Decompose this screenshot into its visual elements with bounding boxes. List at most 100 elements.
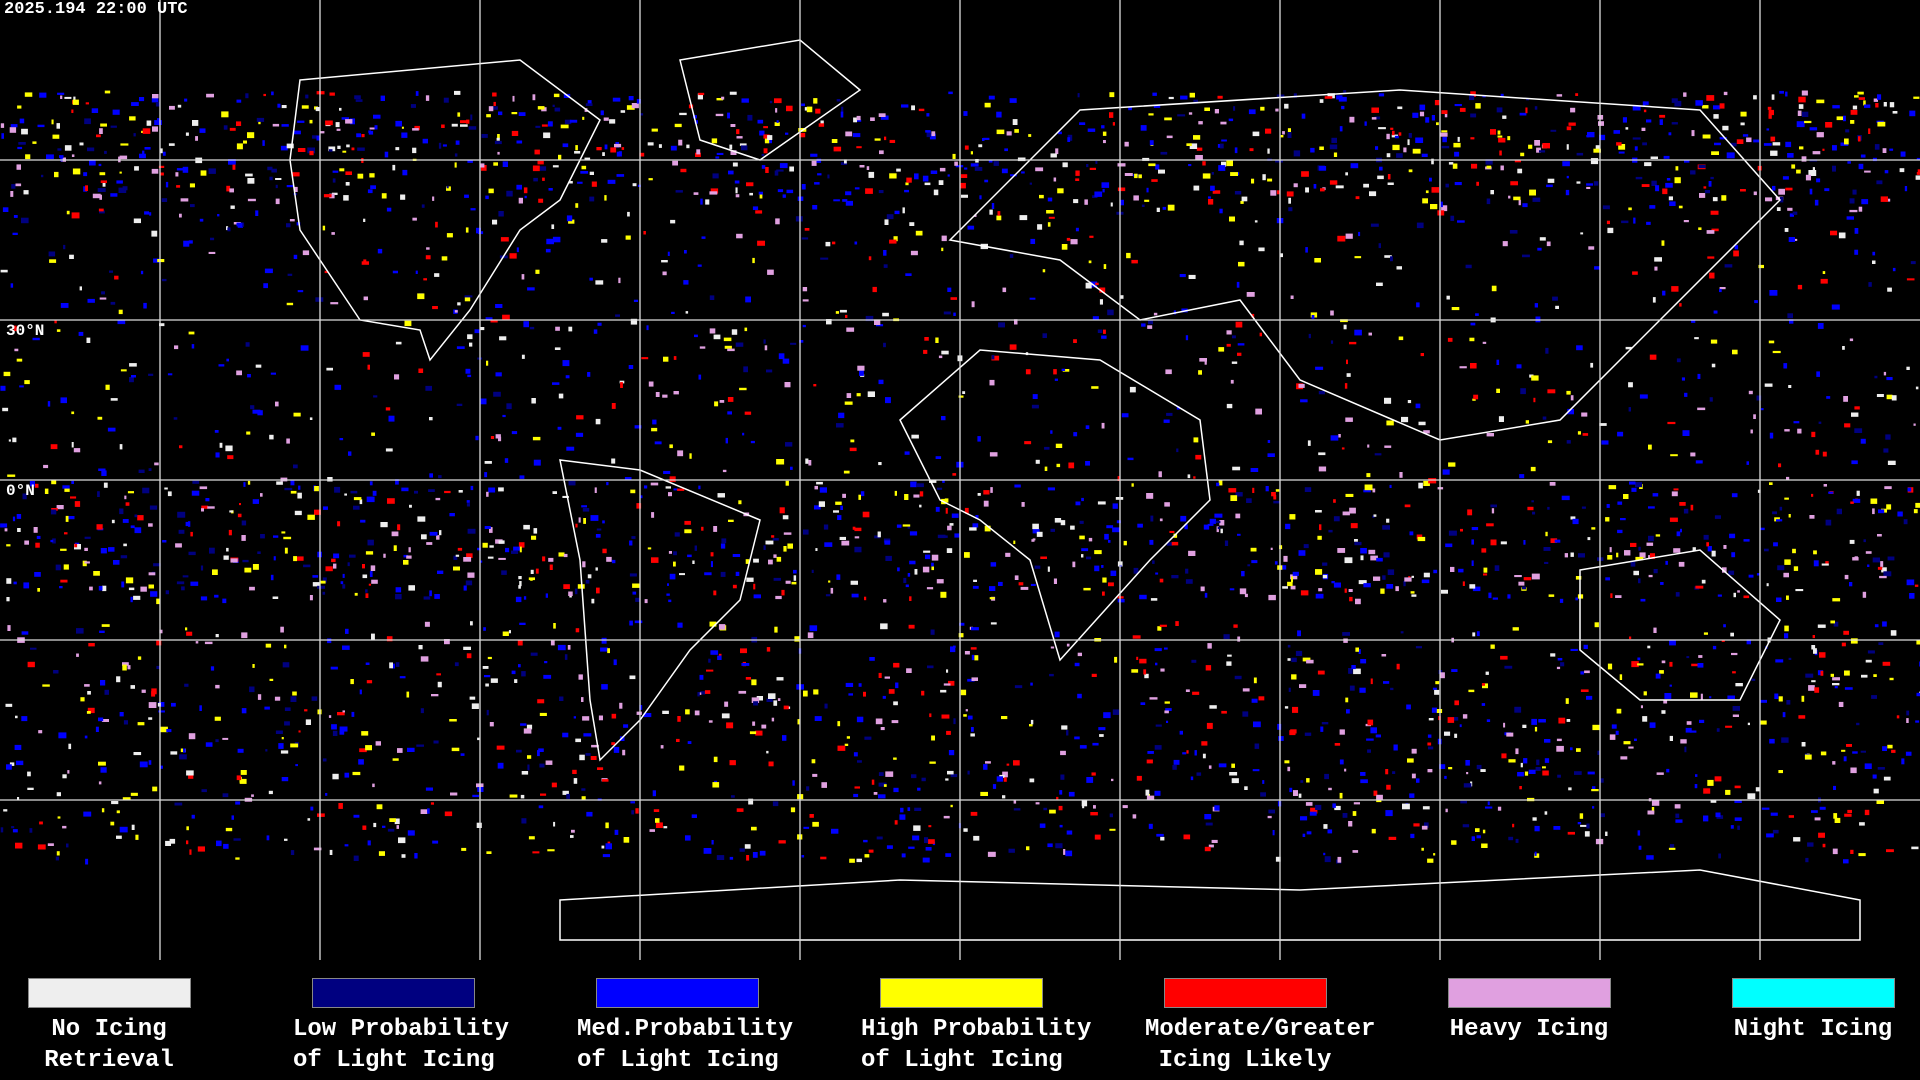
icing-pixel <box>367 189 373 194</box>
icing-pixel <box>738 690 747 694</box>
icing-pixel <box>1852 498 1861 503</box>
icing-pixel <box>1098 727 1106 731</box>
icing-pixel <box>876 836 883 840</box>
icing-pixel <box>1815 449 1820 455</box>
icing-pixel <box>728 170 734 175</box>
icing-pixel <box>1770 136 1776 142</box>
icing-pixel <box>1208 765 1212 769</box>
icing-pixel <box>1060 750 1066 756</box>
icing-pixel <box>1721 639 1725 642</box>
icing-pixel <box>353 855 359 861</box>
icing-pixel <box>334 486 341 493</box>
icing-pixel <box>751 697 760 703</box>
icing-pixel <box>777 698 781 701</box>
icing-pixel <box>630 318 638 325</box>
icing-pixel <box>579 754 585 761</box>
icing-pixel <box>959 622 965 626</box>
icing-pixel <box>457 112 461 117</box>
icing-pixel <box>392 164 396 171</box>
icing-pixel <box>1159 624 1167 627</box>
icing-pixel <box>1382 525 1390 530</box>
icing-pixel <box>1432 687 1437 690</box>
icing-pixel <box>611 403 616 409</box>
icing-pixel <box>1392 130 1395 136</box>
icing-pixel <box>1652 297 1656 303</box>
icing-pixel <box>654 441 662 445</box>
icing-pixel <box>502 161 508 167</box>
icing-pixel <box>1411 575 1414 578</box>
icing-pixel <box>1753 191 1757 196</box>
icing-pixel <box>1567 408 1574 415</box>
icing-pixel <box>1694 337 1699 340</box>
icing-pixel <box>1542 770 1549 776</box>
icing-pixel <box>1865 659 1872 663</box>
icing-pixel <box>1104 533 1109 540</box>
icing-pixel <box>1304 487 1312 492</box>
icing-pixel <box>1675 166 1679 171</box>
icing-pixel <box>331 192 338 195</box>
icing-pixel <box>1345 493 1354 497</box>
icing-pixel <box>751 826 757 831</box>
icing-pixel <box>908 846 915 849</box>
icing-pixel <box>1290 574 1298 580</box>
icing-pixel <box>1065 850 1073 857</box>
icing-pixel <box>1678 205 1683 209</box>
icing-pixel <box>1586 186 1591 189</box>
icing-pixel <box>97 416 103 420</box>
icing-pixel <box>699 346 706 349</box>
icing-pixel <box>677 450 684 457</box>
icing-pixel <box>1669 735 1673 741</box>
icing-pixel <box>1843 396 1848 402</box>
icing-pixel <box>992 784 997 789</box>
icing-pixel <box>547 121 553 127</box>
icing-pixel <box>1833 813 1838 819</box>
icing-pixel <box>520 794 525 799</box>
icing-pixel <box>257 551 261 554</box>
icing-pixel <box>414 853 418 859</box>
icing-pixel <box>557 426 562 430</box>
icing-pixel <box>425 385 432 391</box>
icing-pixel <box>1814 817 1821 821</box>
icing-pixel <box>876 324 884 327</box>
icing-pixel <box>410 104 416 108</box>
icing-pixel <box>577 181 583 184</box>
icing-pixel <box>732 554 741 557</box>
icing-pixel <box>133 752 142 756</box>
icing-pixel <box>853 117 857 123</box>
icing-pixel <box>1864 104 1871 108</box>
icing-pixel <box>116 835 122 839</box>
icing-pixel <box>1472 398 1476 401</box>
icing-pixel <box>1665 560 1668 565</box>
icing-pixel <box>1816 178 1821 183</box>
icing-pixel <box>1836 508 1842 515</box>
icing-pixel <box>277 103 281 108</box>
icing-pixel <box>673 551 677 556</box>
icing-pixel <box>1889 148 1894 151</box>
icing-pixel <box>455 554 460 557</box>
icing-pixel <box>1825 561 1829 565</box>
icing-pixel <box>1760 720 1767 725</box>
icing-pixel <box>1164 117 1172 121</box>
icing-pixel <box>1390 127 1394 130</box>
icing-pixel <box>936 579 944 584</box>
icing-pixel <box>987 851 996 857</box>
icing-pixel <box>1035 167 1044 172</box>
icing-pixel <box>1112 503 1118 509</box>
icing-pixel <box>670 219 676 224</box>
icing-pixel <box>601 845 605 849</box>
icing-pixel <box>6 764 12 770</box>
icing-pixel <box>532 851 540 854</box>
icing-pixel <box>622 749 626 756</box>
icing-pixel <box>647 142 654 146</box>
icing-pixel <box>1002 771 1008 778</box>
icing-pixel <box>1315 366 1324 370</box>
icing-pixel <box>978 144 983 148</box>
icing-pixel <box>919 491 924 497</box>
icing-pixel <box>251 794 254 797</box>
icing-pixel <box>597 322 602 326</box>
icing-pixel <box>1287 766 1291 772</box>
icing-pixel <box>962 391 966 394</box>
icing-pixel <box>493 162 498 166</box>
icing-pixel <box>309 119 313 124</box>
icing-pixel <box>1740 122 1745 126</box>
